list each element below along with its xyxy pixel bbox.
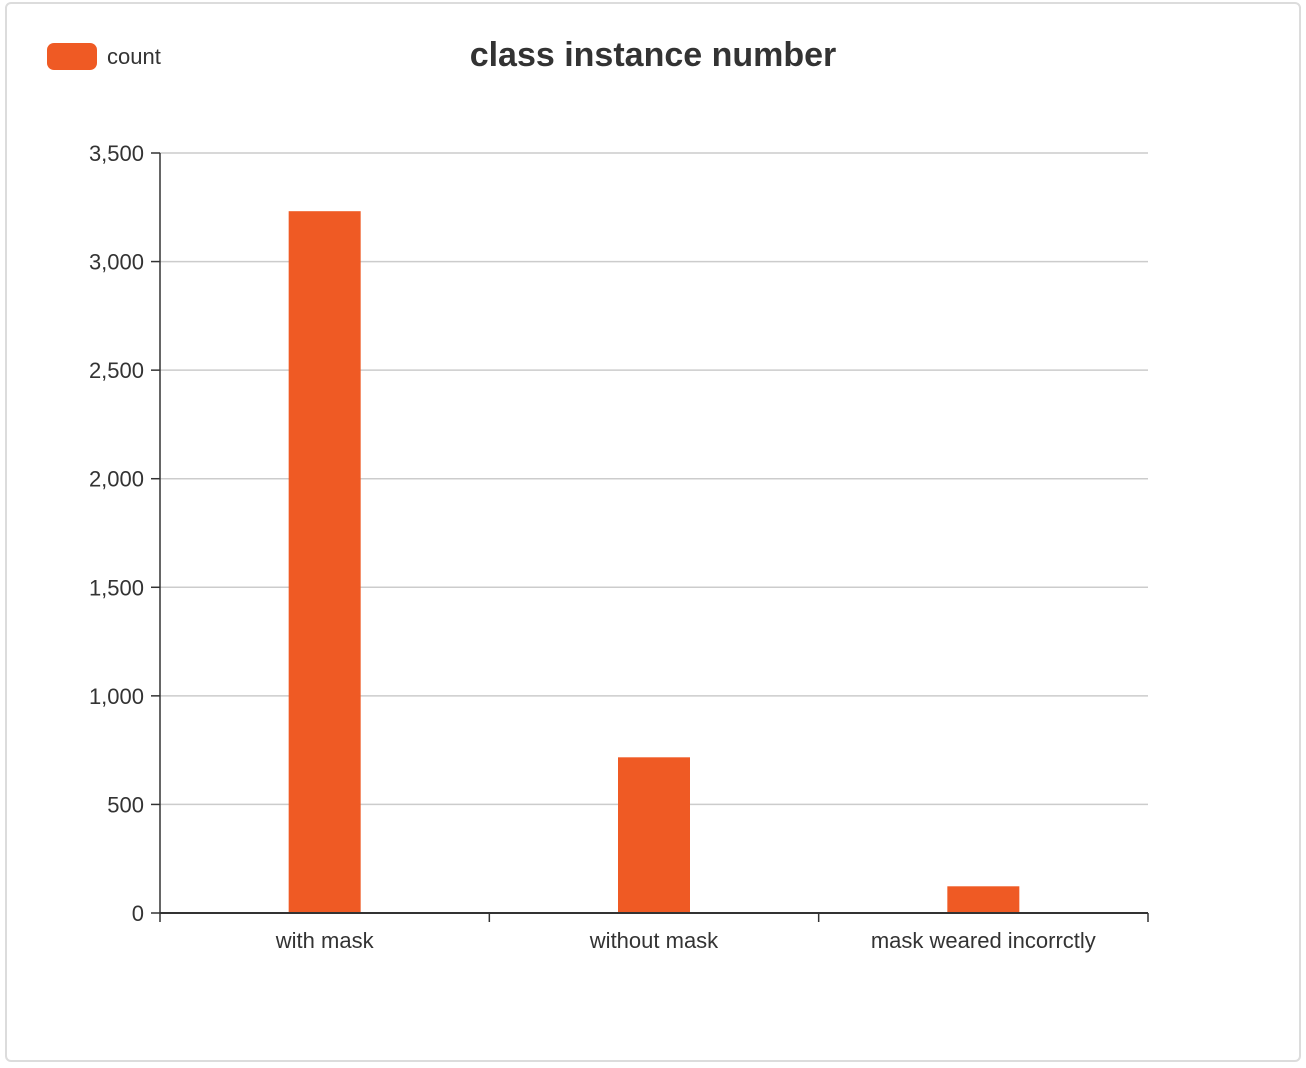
bars: [288, 211, 1020, 914]
legend-label-count: count: [107, 43, 161, 69]
y-tick-label: 2,000: [89, 467, 144, 492]
bar-with-mask[interactable]: [288, 211, 361, 914]
bar-mask-weared-incorrctly[interactable]: [947, 886, 1020, 913]
legend[interactable]: count: [47, 43, 161, 70]
y-tick-label: 0: [132, 901, 144, 926]
y-tick-label: 1,000: [89, 684, 144, 709]
y-tick-label: 3,500: [89, 141, 144, 166]
x-tick-label: without mask: [589, 928, 719, 953]
legend-swatch-count: [47, 43, 97, 70]
y-tick-label: 2,500: [89, 358, 144, 383]
y-tick-label: 500: [107, 792, 144, 817]
x-tick-label: with mask: [275, 928, 375, 953]
axes: [151, 152, 1149, 922]
tick-labels: 0 500 1,000 1,500 2,000 2,500 3,000 3,500 with m…: [89, 141, 1096, 953]
x-tick-label: mask weared incorrctly: [871, 928, 1096, 953]
y-tick-label: 1,500: [89, 575, 144, 600]
chart-title: class instance number: [469, 36, 837, 74]
bar-without-mask[interactable]: [618, 757, 690, 913]
y-tick-label: 3,000: [89, 250, 144, 275]
